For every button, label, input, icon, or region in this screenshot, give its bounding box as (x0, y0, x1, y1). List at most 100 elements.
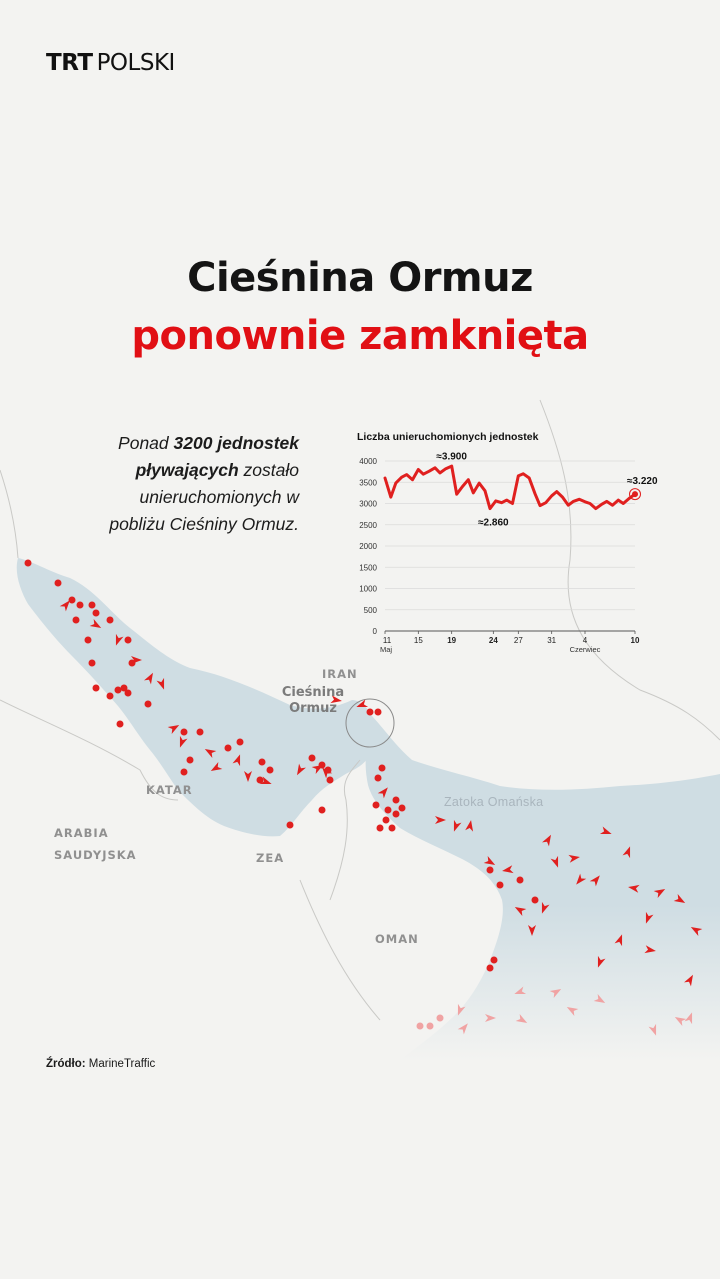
ship-dot (392, 796, 400, 804)
ship-dot (426, 1022, 434, 1030)
ship-arrow (156, 677, 165, 690)
ship-arrow (453, 819, 462, 832)
y-tick-label: 1500 (359, 563, 377, 572)
ship-arrow (568, 854, 580, 863)
ship-dot (84, 636, 92, 644)
ship-arrow (528, 925, 536, 936)
label-strait-l1: Cieśnina (281, 685, 345, 700)
gulf-of-oman-shape (365, 716, 720, 1060)
y-tick-label: 4000 (359, 457, 377, 466)
ship-dot (124, 689, 132, 697)
y-tick-label: 2000 (359, 542, 377, 551)
ship-arrow (322, 767, 333, 779)
ship-arrow (115, 633, 124, 646)
headline-line-1: Cieśnina Ormuz (187, 255, 533, 301)
strait-highlight-circle (345, 698, 395, 748)
ship-dot (318, 806, 326, 814)
ship-dot (486, 964, 494, 972)
ship-dot (114, 686, 122, 694)
ship-arrow (597, 955, 606, 968)
label-iran: IRAN (322, 667, 358, 681)
lead-bold-2: pływających (135, 460, 239, 480)
brand-name: POLSKI (96, 50, 176, 76)
ship-arrow (674, 1017, 687, 1026)
ship-dot (186, 756, 194, 764)
ship-arrow (179, 735, 188, 748)
ship-dot (106, 692, 114, 700)
series-line (383, 464, 637, 511)
ship-arrow (131, 656, 142, 664)
ship-dot (224, 744, 232, 752)
x-tick-sublabel: Maj (380, 645, 392, 654)
brand-logo: TRT POLSKI (46, 50, 175, 76)
ship-arrow (465, 820, 474, 832)
ship-dot (180, 728, 188, 736)
ship-arrow (589, 875, 600, 887)
ship-dot (76, 601, 84, 609)
ship-arrow (502, 865, 514, 874)
ship-dot (286, 821, 294, 829)
ship-dot (266, 766, 274, 774)
ship-arrow (599, 826, 612, 835)
ship-dot (378, 764, 386, 772)
data-annotation: ≈2.860 (478, 517, 509, 528)
label-uae: ZEA (256, 851, 285, 865)
lead-mid: zostało (238, 460, 299, 480)
ship-dot (326, 776, 334, 784)
ship-dot (496, 881, 504, 889)
ship-dot (384, 806, 392, 814)
ship-dot (516, 876, 524, 884)
label-qatar: KATAR (146, 783, 193, 797)
label-arabia-l2: SAUDYJSKA (54, 848, 137, 862)
x-tick-label: 10 (631, 636, 640, 645)
source-value: MarineTraffic (85, 1058, 156, 1070)
ship-dot (124, 636, 132, 644)
label-gulf-oman: Zatoka Omańska (444, 795, 544, 809)
lead-text: Ponad 3200 jednostek pływających zostało… (39, 430, 299, 538)
ship-arrow (204, 749, 217, 758)
ship-arrow (644, 945, 656, 954)
ship-arrow (167, 725, 180, 734)
label-oman: OMAN (375, 932, 419, 946)
ship-dot (92, 684, 100, 692)
ship-arrow (549, 989, 562, 998)
persian-gulf-shape (16, 558, 376, 837)
lead-bold-1: 3200 jednostek (173, 433, 299, 453)
lead-line-4: pobliżu Cieśniny Ormuz. (109, 514, 299, 534)
ship-arrow (377, 787, 388, 799)
ship-dot (116, 720, 124, 728)
ship-arrow (628, 884, 640, 893)
ship-arrow (550, 855, 559, 868)
source-note: Źródło: MarineTraffic (46, 1058, 155, 1070)
ship-dot (372, 801, 380, 809)
label-strait-l2: Ormuz (289, 701, 337, 716)
ship-arrow (297, 763, 306, 776)
ship-arrow (684, 1012, 693, 1025)
ship-arrow (514, 907, 527, 916)
ship-arrow (576, 873, 587, 885)
ship-arrow (89, 619, 102, 628)
ship-dot (236, 738, 244, 746)
ship-dot (486, 866, 494, 874)
ship-dot (106, 616, 114, 624)
label-arabia-l1: ARABIA (54, 826, 109, 840)
ship-dot (256, 776, 264, 784)
data-annotation: ≈3.220 (627, 476, 658, 487)
x-tick-label: 11 (383, 636, 392, 645)
ship-dot (88, 659, 96, 667)
ship-dot (308, 754, 316, 762)
lead-line-3: unieruchomionych w (139, 487, 299, 507)
x-tick-label: 15 (414, 636, 423, 645)
ship-arrow (457, 1023, 468, 1035)
x-tick-label: 19 (447, 636, 456, 645)
ship-dot (436, 1014, 444, 1022)
ship-arrow (259, 776, 272, 785)
label-strait: Cieśnina Ormuz (268, 685, 358, 717)
y-tick-label: 500 (364, 606, 378, 615)
data-annotation: ≈3.900 (436, 451, 467, 462)
last-point-ring (629, 488, 641, 501)
ship-arrow (144, 672, 153, 685)
ship-dot (490, 956, 498, 964)
